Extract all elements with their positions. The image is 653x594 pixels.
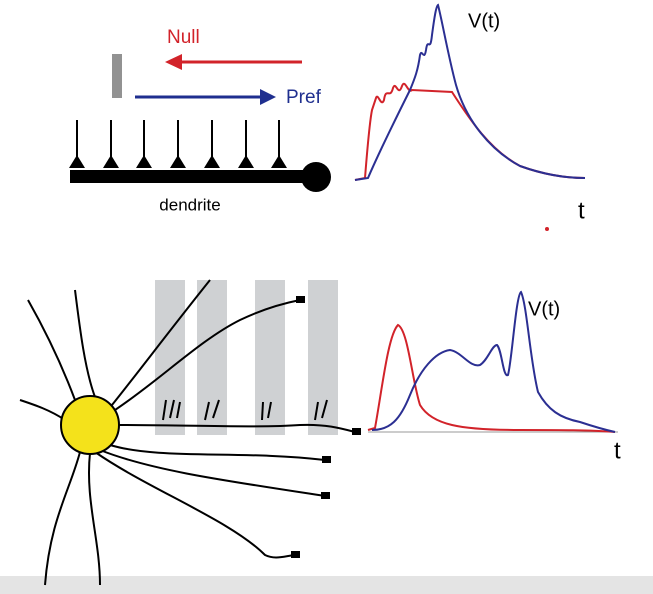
- dendrite: [70, 170, 315, 183]
- top-panel: Null Pref dendrite V(t) t: [69, 3, 586, 231]
- bottom-panel: V(t) t: [19, 279, 621, 586]
- null-arrowhead: [165, 54, 182, 70]
- synapse-clusters: [162, 399, 328, 421]
- top-pref-trace: [354, 3, 586, 181]
- bottom-red-trace: [367, 323, 616, 433]
- dendrite-tips: [291, 296, 361, 558]
- stimulus-bars: [155, 280, 338, 435]
- top-y-label: V(t): [468, 10, 500, 32]
- dendrite-label: dendrite: [159, 195, 220, 214]
- stimulus-bar: [112, 54, 122, 98]
- soma: [301, 162, 331, 192]
- bottom-strip: [0, 576, 653, 594]
- top-x-label: t: [578, 197, 585, 224]
- null-label: Null: [167, 27, 200, 48]
- synapses: [76, 120, 280, 160]
- bottom-x-label: t: [614, 437, 621, 464]
- dendrites: [19, 279, 356, 586]
- synapse-terminals: [69, 155, 287, 168]
- bottom-y-label: V(t): [528, 298, 560, 320]
- bottom-blue-trace: [371, 290, 616, 433]
- speck: [545, 227, 549, 231]
- pref-arrowhead: [260, 89, 276, 105]
- cell-body: [60, 395, 120, 455]
- pref-label: Pref: [286, 87, 322, 108]
